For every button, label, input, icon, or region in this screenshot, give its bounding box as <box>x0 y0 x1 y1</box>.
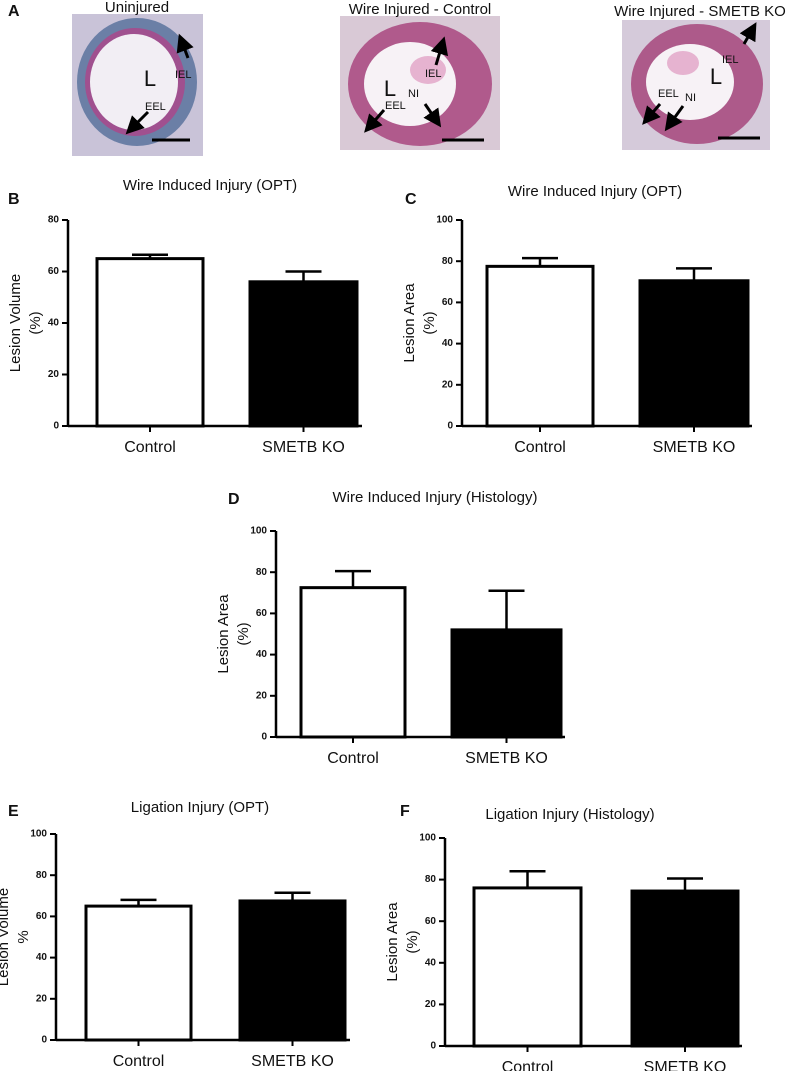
image-title: Wire Injured - Control <box>349 1 492 18</box>
x-tick-label: SMETB KO <box>465 750 548 767</box>
chart-title: Wire Induced Injury (OPT) <box>123 177 297 194</box>
y-tick-label: 80 <box>48 215 60 226</box>
y-tick-label: 60 <box>256 608 268 619</box>
image-label: L <box>384 76 396 101</box>
y-tick-label: 100 <box>30 829 47 840</box>
image-label: IEL <box>722 54 739 66</box>
bar <box>450 628 563 739</box>
y-axis-label: (%) <box>404 930 421 953</box>
y-tick-label: 20 <box>425 999 437 1010</box>
x-tick-label: Control <box>124 439 176 456</box>
chart-title: Ligation Injury (Histology) <box>485 806 654 823</box>
image-label: NI <box>685 92 696 104</box>
y-tick-label: 20 <box>442 379 454 390</box>
y-tick-label: 80 <box>425 874 437 885</box>
y-tick-label: 40 <box>425 957 437 968</box>
bar <box>472 886 583 1048</box>
micrograph <box>340 16 500 150</box>
image-label: IEL <box>175 69 192 81</box>
x-tick-label: SMETB KO <box>262 439 345 456</box>
y-axis-label: (%) <box>235 622 252 645</box>
y-tick-label: 0 <box>447 421 453 432</box>
y-axis-label: (%) <box>27 311 44 334</box>
y-tick-label: 100 <box>250 526 267 537</box>
y-tick-label: 40 <box>256 649 268 660</box>
y-tick-label: 0 <box>41 1035 47 1046</box>
panel-letter: D <box>228 491 240 508</box>
x-tick-label: Control <box>514 439 566 456</box>
x-tick-label: Control <box>113 1053 165 1070</box>
y-tick-label: 60 <box>36 911 48 922</box>
image-label: NI <box>408 88 419 100</box>
x-tick-label: SMETB KO <box>653 439 736 456</box>
y-tick-label: 40 <box>48 318 60 329</box>
y-tick-label: 0 <box>261 732 267 743</box>
y-axis-label: Lesion Area <box>384 902 401 982</box>
y-tick-label: 40 <box>442 338 454 349</box>
y-tick-label: 0 <box>430 1041 436 1052</box>
panel-letter: A <box>8 3 20 20</box>
chart-title: Wire Induced Injury (OPT) <box>508 183 682 200</box>
panel-letter: C <box>405 191 417 208</box>
x-tick-label: Control <box>327 750 379 767</box>
image-label: EEL <box>385 100 406 112</box>
bar <box>95 257 205 428</box>
y-tick-label: 100 <box>419 833 436 844</box>
panel-letter: B <box>8 191 20 208</box>
y-tick-label: 20 <box>48 369 60 380</box>
image-label: IEL <box>425 68 442 80</box>
chart-title: Wire Induced Injury (Histology) <box>332 489 537 506</box>
image-label: L <box>144 66 156 91</box>
bar <box>238 899 347 1042</box>
y-tick-label: 0 <box>53 421 59 432</box>
y-axis-label: Lesion Area <box>215 594 232 674</box>
y-axis-label: Lesion Volume <box>7 274 24 372</box>
y-tick-label: 60 <box>48 266 60 277</box>
image-label: L <box>710 64 722 89</box>
y-axis-label: (%) <box>421 311 438 334</box>
y-tick-label: 80 <box>36 870 48 881</box>
y-axis-label: Lesion Area <box>401 283 418 363</box>
image-label: EEL <box>145 101 166 113</box>
bar <box>299 586 407 739</box>
y-tick-label: 100 <box>436 215 453 226</box>
y-tick-label: 20 <box>36 993 48 1004</box>
y-tick-label: 60 <box>442 297 454 308</box>
y-tick-label: 40 <box>36 952 48 963</box>
bar <box>638 279 750 428</box>
panel-letter: F <box>400 803 410 820</box>
y-tick-label: 80 <box>442 256 454 267</box>
y-axis-label: % <box>15 930 32 943</box>
bar <box>485 264 595 428</box>
micrograph <box>72 14 203 156</box>
x-tick-label: Control <box>502 1059 554 1071</box>
bar <box>248 280 359 428</box>
y-axis-label: Lesion Volume <box>0 888 12 986</box>
image-title: Wire Injured - SMETB KO <box>614 3 786 20</box>
x-tick-label: SMETB KO <box>644 1059 727 1071</box>
y-tick-label: 80 <box>256 567 268 578</box>
image-label: EEL <box>658 88 679 100</box>
y-tick-label: 20 <box>256 690 268 701</box>
image-title: Uninjured <box>105 0 169 16</box>
chart-title: Ligation Injury (OPT) <box>131 799 269 816</box>
panel-letter: E <box>8 803 19 820</box>
y-tick-label: 60 <box>425 916 437 927</box>
x-tick-label: SMETB KO <box>251 1053 334 1070</box>
micrograph <box>622 20 770 150</box>
bar <box>630 889 740 1048</box>
bar <box>84 904 193 1042</box>
